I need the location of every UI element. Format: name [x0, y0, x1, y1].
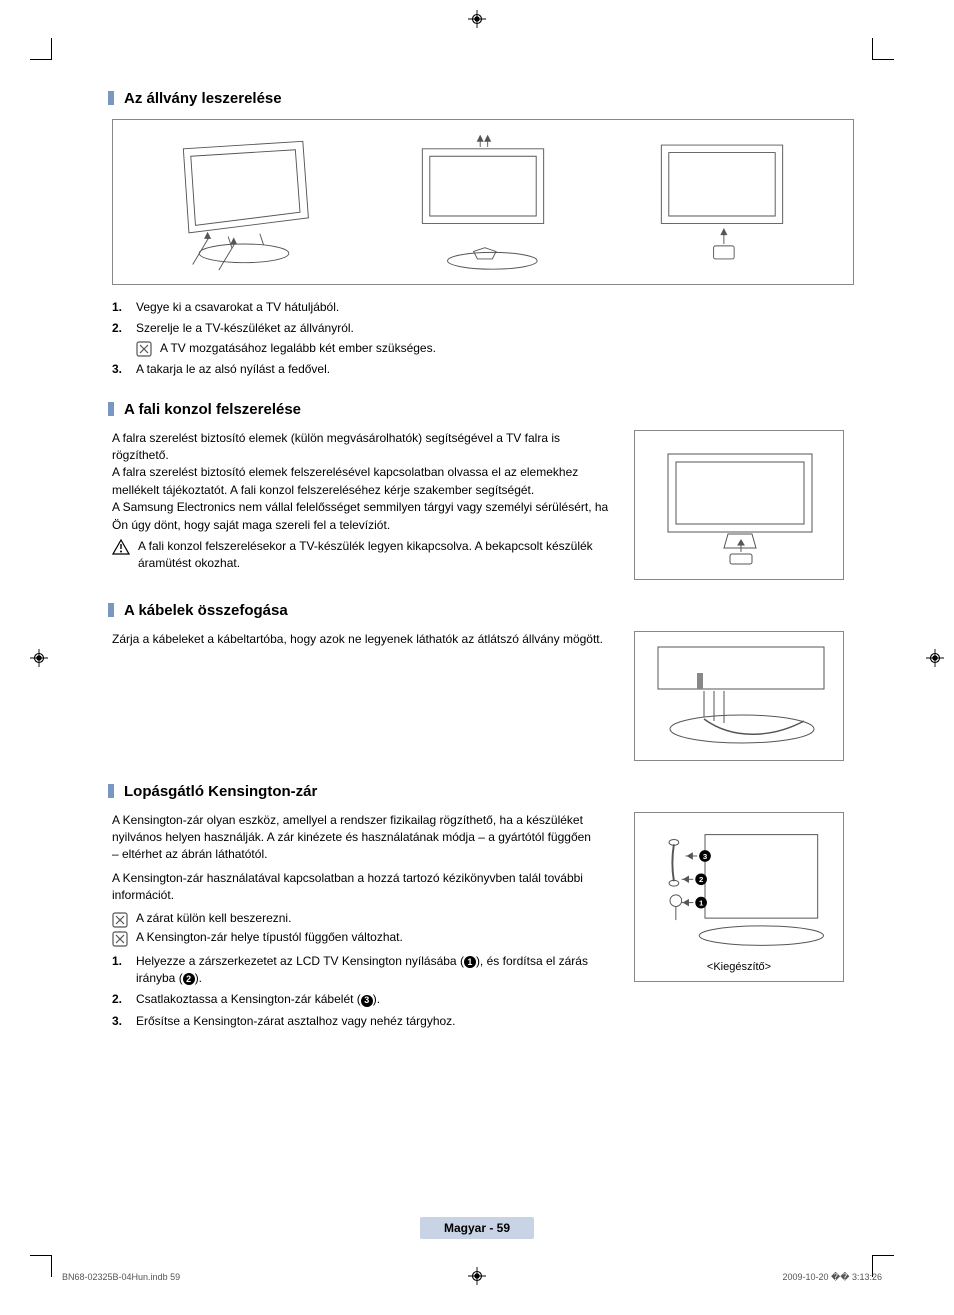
body-text: A falra szerelést biztosító elemek (külö…	[112, 430, 614, 465]
figure-row	[112, 119, 854, 285]
step-text: Csatlakoztassa a Kensington-zár kábelét …	[136, 991, 380, 1008]
body-text: A Kensington-zár használatával kapcsolat…	[112, 870, 598, 905]
tv-rear-figure-2	[364, 132, 603, 272]
step-number: 3.	[112, 1013, 136, 1030]
step-number: 2.	[112, 320, 136, 357]
steps-list: 1. Helyezze a zárszerkezetet az LCD TV K…	[112, 953, 614, 1031]
title-bar-icon	[108, 402, 114, 416]
section-stand-removal: Az állvány leszerelése 1. Vegye ki a csa…	[108, 90, 894, 379]
file-timestamp: 2009-10-20 �� 3:13:26	[782, 1272, 882, 1283]
section-wall-mount: A fali konzol felszerelése A falra szere…	[108, 401, 894, 580]
circle-number-icon: 2	[183, 973, 195, 985]
warning-icon	[112, 539, 130, 555]
section-cable-mgmt: A kábelek összefogása Zárja a kábeleket …	[108, 602, 894, 761]
svg-text:2: 2	[699, 875, 704, 884]
steps-list: 1. Vegye ki a csavarokat a TV hátuljából…	[112, 299, 894, 379]
circle-number-icon: 1	[464, 956, 476, 968]
warning-text: A fali konzol felszerelésekor a TV-készü…	[138, 538, 614, 573]
file-metadata: BN68-02325B-04Hun.indb 59 2009-10-20 �� …	[62, 1272, 882, 1283]
svg-text:3: 3	[703, 851, 708, 860]
step-number: 3.	[112, 361, 136, 378]
crop-mark	[30, 1255, 52, 1277]
title-bar-icon	[108, 603, 114, 617]
note-icon	[112, 931, 128, 947]
step-number: 1.	[112, 953, 136, 988]
section-kensington: Lopásgátló Kensington-zár A Kensington-z…	[108, 783, 894, 1035]
tv-rear-figure-1	[125, 132, 364, 272]
note-text: A TV mozgatásához legalább két ember szü…	[160, 340, 436, 357]
step-text: Vegye ki a csavarokat a TV hátuljából.	[136, 299, 339, 316]
title-bar-icon	[108, 784, 114, 798]
crop-mark	[30, 38, 52, 60]
step-number: 1.	[112, 299, 136, 316]
page-footer: Magyar - 59	[420, 1217, 534, 1239]
step-text: Erősítse a Kensington-zárat asztalhoz va…	[136, 1013, 456, 1030]
section-title: A fali konzol felszerelése	[124, 401, 301, 418]
registration-mark-icon	[926, 649, 944, 667]
body-text: A Samsung Electronics nem vállal felelős…	[112, 499, 614, 534]
crop-mark	[872, 38, 894, 60]
step-text: Helyezze a zárszerkezetet az LCD TV Kens…	[136, 953, 614, 988]
cable-figure	[634, 631, 844, 761]
registration-mark-icon	[30, 649, 48, 667]
svg-text:1: 1	[699, 898, 704, 907]
file-name: BN68-02325B-04Hun.indb 59	[62, 1272, 180, 1283]
step-text: Szerelje le a TV-készüléket az állványró…	[136, 321, 354, 335]
wall-mount-figure	[634, 430, 844, 580]
body-text: A Kensington-zár olyan eszköz, amellyel …	[112, 812, 598, 864]
section-title: Az állvány leszerelése	[124, 90, 282, 107]
body-text: A falra szerelést biztosító elemek felsz…	[112, 464, 614, 499]
tv-rear-figure-3	[602, 132, 841, 272]
note-icon	[112, 912, 128, 928]
note-icon	[136, 341, 152, 357]
section-title: Lopásgátló Kensington-zár	[124, 783, 317, 800]
figure-caption: <Kiegészítő>	[707, 961, 771, 973]
note-text: A zárat külön kell beszerezni.	[136, 911, 291, 925]
kensington-figure: 1 2 3 <Kiegészítő>	[634, 812, 844, 982]
step-number: 2.	[112, 991, 136, 1008]
circle-number-icon: 3	[361, 995, 373, 1007]
title-bar-icon	[108, 91, 114, 105]
section-title: A kábelek összefogása	[124, 602, 288, 619]
step-text: A takarja le az alsó nyílást a fedővel.	[136, 361, 330, 378]
body-text: Zárja a kábeleket a kábeltartóba, hogy a…	[112, 631, 614, 648]
registration-mark-icon	[468, 10, 486, 28]
note-text: A Kensington-zár helye típustól függően …	[136, 930, 403, 944]
